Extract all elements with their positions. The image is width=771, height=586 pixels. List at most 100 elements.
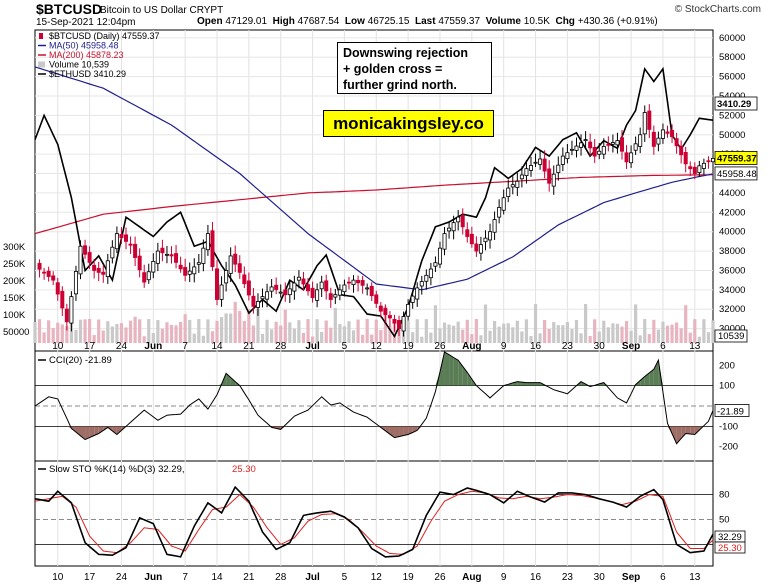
- volume-bar: [242, 321, 246, 343]
- volume-bar: [333, 307, 337, 343]
- volume-bar: [183, 314, 187, 343]
- legend-entry: Volume 10,539: [49, 60, 109, 70]
- annotation-line: Downswing rejection: [343, 46, 469, 60]
- candle-body: [569, 148, 574, 151]
- candle-body: [428, 268, 433, 279]
- candle-body: [365, 287, 370, 290]
- volume-bar: [452, 325, 456, 343]
- candle-body: [633, 143, 638, 151]
- legend-entry: MA(200) 45878.23: [49, 50, 124, 60]
- y-tick-label: 56000: [719, 72, 745, 83]
- candle-body: [301, 278, 306, 285]
- quote-open-value: 47129.01: [225, 16, 268, 27]
- sto-tick-label: 50: [719, 515, 730, 526]
- volume-bar: [192, 333, 196, 343]
- candle-body: [283, 289, 288, 296]
- volume-bar: [60, 324, 64, 343]
- panel-frame: [34, 460, 714, 567]
- candle-body: [151, 261, 156, 273]
- volume-bar: [56, 322, 60, 343]
- candle-body: [497, 207, 502, 218]
- volume-bar: [156, 320, 160, 343]
- x-tick-label: Jul: [305, 572, 320, 583]
- candle-body: [437, 247, 442, 265]
- y-tick-label: 36000: [719, 265, 745, 276]
- volume-tick-label: 200K: [3, 276, 26, 287]
- candle-body: [192, 266, 197, 275]
- candle-body: [483, 237, 488, 243]
- candle-body: [683, 152, 688, 165]
- volume-bar: [165, 322, 169, 343]
- volume-bar: [411, 332, 415, 343]
- cci-title: CCI(20) -21.89: [49, 355, 112, 366]
- cci-fill-positive: [631, 384, 636, 386]
- price-label-box: [714, 166, 758, 181]
- candle-body: [356, 279, 361, 284]
- cci-fill-negative: [399, 426, 404, 437]
- candle-body: [401, 316, 406, 332]
- volume-bar: [238, 310, 242, 343]
- quote-bar: Open 47129.01 High 47687.54 Low 46725.15…: [197, 16, 658, 27]
- x-tick-label: 9: [501, 341, 507, 352]
- volume-bar: [665, 325, 670, 343]
- volume-bar: [374, 319, 378, 343]
- x-tick-label: 21: [243, 341, 255, 352]
- candle-body: [560, 155, 565, 165]
- price-label-box: [714, 96, 758, 111]
- volume-bar: [260, 333, 265, 343]
- quote-volume-label: Volume: [485, 16, 521, 27]
- candle-body: [642, 112, 647, 135]
- volume-bar: [37, 319, 42, 343]
- cci-fill-positive: [649, 369, 654, 386]
- sto-k-line: [34, 485, 714, 558]
- candle-body: [155, 250, 160, 264]
- volume-bar: [133, 316, 137, 343]
- cci-fill-negative: [403, 426, 409, 436]
- candle-body: [574, 145, 579, 151]
- volume-bar: [315, 319, 319, 343]
- volume-bar: [83, 319, 87, 343]
- volume-bar: [438, 328, 442, 343]
- candle-body: [551, 173, 556, 187]
- candle-body: [679, 145, 684, 156]
- candle-body: [174, 253, 179, 263]
- candle-body: [333, 294, 338, 298]
- candle-body: [610, 142, 615, 145]
- candle-body: [224, 270, 229, 284]
- volume-bar: [69, 321, 74, 343]
- volume-bar: [606, 327, 610, 343]
- volume-bar: [201, 335, 205, 343]
- candle-body: [242, 274, 247, 285]
- volume-bar: [310, 336, 315, 343]
- volume-bar: [147, 319, 151, 343]
- candle-body: [42, 271, 47, 274]
- candle-body: [615, 140, 620, 146]
- x-tick-label: 6: [660, 572, 666, 583]
- quote-volume-value: 10.5K: [523, 16, 550, 27]
- volume-bar: [693, 319, 697, 343]
- x-tick-label: Jun: [144, 572, 162, 583]
- legend-entry: MA(50) 45958.48: [49, 41, 119, 51]
- volume-bar: [379, 330, 383, 343]
- y-tick-label: 40000: [719, 227, 745, 238]
- volume-bar: [306, 319, 310, 343]
- volume-tick-label: 100K: [3, 310, 26, 321]
- candle-body: [255, 301, 260, 308]
- price-label: 47559.37: [717, 153, 757, 164]
- symbol-name: Bitcoin to US Dollar CRYPT: [100, 5, 223, 16]
- volume-bar: [274, 321, 278, 343]
- volume-bar: [51, 328, 55, 343]
- volume-bar: [160, 328, 165, 343]
- x-tick-label: 21: [243, 572, 255, 583]
- candle-body: [324, 280, 329, 292]
- candle-body: [547, 168, 552, 184]
- candle-body: [73, 271, 78, 295]
- cci-value-label: -21.89: [717, 406, 744, 417]
- y-tick-label: 58000: [719, 52, 745, 63]
- candle-body: [233, 253, 238, 265]
- candle-body: [665, 131, 670, 134]
- volume-bar: [265, 319, 269, 343]
- candle-body: [706, 160, 711, 163]
- volume-bar: [97, 319, 101, 343]
- cci-fill-negative: [98, 426, 104, 434]
